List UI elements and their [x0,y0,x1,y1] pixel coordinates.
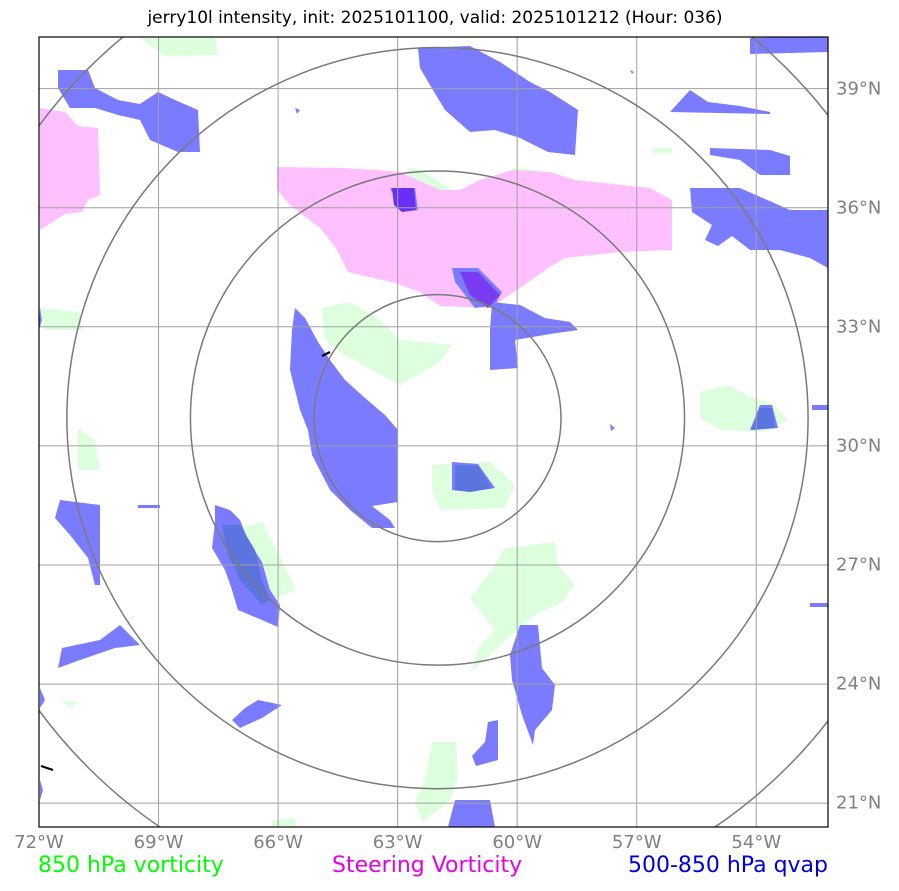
latitude-tick-label: 36°N [836,197,882,219]
latitude-tick-label: 39°N [836,78,882,100]
longitude-tick-label: 66°W [253,832,303,853]
latitude-tick-label: 24°N [836,673,882,695]
longitude-tick-label: 63°W [372,832,423,853]
longitude-tick-label: 60°W [492,832,543,853]
coastline [40,351,331,772]
steering-vorticity-layer [40,108,672,308]
map-title: jerry10l intensity, init: 2025101100, va… [147,8,723,28]
legend-label: 500-850 hPa qvap [627,853,828,878]
vorticity-850-layer [40,38,788,826]
map-frame [38,36,829,828]
range-ring [189,170,686,666]
graticule [39,37,828,827]
latitude-tick-label: 21°N [836,792,882,814]
latitude-tick-label: 33°N [836,316,882,338]
legend-label: 850 hPa vorticity [38,853,224,878]
qvap-layer [39,37,828,827]
latitude-tick-label: 27°N [836,554,882,576]
longitude-tick-label: 72°W [14,832,64,853]
latitude-tick-label: 30°N [836,435,882,457]
longitude-tick-label: 69°W [133,832,184,853]
longitude-tick-label: 54°W [731,832,782,853]
range-ring [313,293,562,543]
range-ring [66,46,809,790]
legend-label: Steering Vorticity [332,853,523,878]
longitude-tick-label: 57°W [611,832,662,853]
